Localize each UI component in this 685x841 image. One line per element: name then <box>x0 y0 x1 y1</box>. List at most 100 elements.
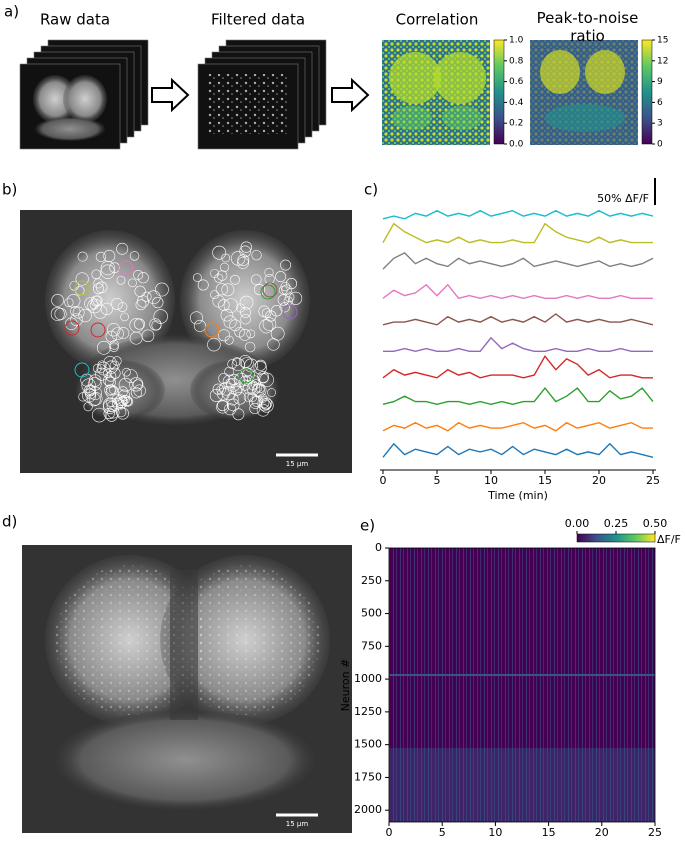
roi-outline <box>80 373 94 387</box>
roi-outline <box>289 291 303 305</box>
x-tick-label: 5 <box>434 474 441 487</box>
trace <box>383 336 653 353</box>
roi-outline <box>267 388 276 397</box>
roi-outline <box>275 271 287 283</box>
trace <box>382 283 653 300</box>
roi-outline <box>105 370 117 382</box>
roi-outline <box>107 323 121 337</box>
roi-outline <box>224 366 235 377</box>
roi-outline <box>122 367 131 377</box>
roi-outline <box>253 284 265 296</box>
roi-outline <box>141 329 155 343</box>
roi-outline <box>227 359 238 369</box>
roi-outline <box>78 392 88 402</box>
roi-outline <box>81 378 96 393</box>
roi-outline <box>216 270 228 281</box>
lobe <box>63 75 107 123</box>
roi-outline <box>249 396 262 409</box>
y-axis-label: Neuron # <box>339 659 352 712</box>
roi-outline <box>216 385 226 395</box>
roi-outline <box>133 384 146 397</box>
roi-outline <box>262 317 277 331</box>
roi-outline <box>221 253 231 263</box>
roi-outline <box>267 338 280 351</box>
colorbar-tick-label: 0.25 <box>604 517 629 530</box>
panel-title: Correlation <box>396 11 479 29</box>
roi-outline <box>100 264 115 279</box>
roi-outline <box>210 268 220 278</box>
roi-outline <box>250 274 262 285</box>
roi-outline <box>88 377 102 391</box>
roi-outline <box>234 326 245 338</box>
roi-outline <box>259 398 274 413</box>
x-tick-label: 15 <box>542 826 556 839</box>
trace <box>382 313 654 326</box>
roi-outline <box>240 307 251 318</box>
roi-outline <box>103 356 117 370</box>
scale-bar-label: 15 µm <box>286 820 309 828</box>
panel-title: Peak-to-noise ratio <box>536 9 639 45</box>
roi-outline <box>232 408 245 421</box>
trace <box>382 209 654 220</box>
roi-outline <box>259 319 274 334</box>
roi-outline <box>281 284 292 296</box>
roi-outline <box>239 329 251 341</box>
roi-outline <box>243 374 254 385</box>
colorbar-tick-label: 0 <box>657 140 663 150</box>
roi-outline <box>256 403 270 417</box>
roi-outline <box>75 272 89 286</box>
roi-outline <box>92 295 103 306</box>
heatmap-band <box>389 674 655 676</box>
roi-outline <box>240 313 251 325</box>
x-tick-label: 25 <box>648 826 662 839</box>
colorbar-tick-label: 6 <box>657 98 663 108</box>
roi-outline <box>112 356 122 366</box>
roi-outline <box>234 372 248 387</box>
roi-outline <box>100 302 113 316</box>
roi-outline <box>87 392 101 407</box>
colorbar <box>641 39 653 145</box>
roi-outline <box>244 341 256 353</box>
roi-outline <box>217 329 230 342</box>
roi-outline <box>240 241 252 253</box>
roi-outline <box>88 386 102 400</box>
roi-outline <box>51 294 64 307</box>
colorbar-tick-label: 0.2 <box>509 119 523 129</box>
x-tick-label: 5 <box>439 826 446 839</box>
roi-outline <box>252 383 263 393</box>
roi-outline <box>77 251 88 262</box>
roi-outline <box>97 360 107 370</box>
roi-outline <box>109 367 121 379</box>
roi-outline <box>105 397 116 407</box>
colorbar-tick-label: 0.8 <box>509 56 524 66</box>
y-tick-label: 1500 <box>354 738 382 751</box>
roi-outline <box>193 319 206 332</box>
roi-outline <box>96 340 111 355</box>
roi-outline <box>84 297 98 311</box>
roi-outline <box>224 335 234 345</box>
roi-outline <box>112 397 124 410</box>
pnr-image <box>530 40 638 145</box>
roi-outline <box>105 384 117 395</box>
roi-outline <box>221 283 235 297</box>
roi-outline <box>193 273 202 282</box>
x-tick-label: 15 <box>538 474 552 487</box>
roi-outline <box>90 322 106 338</box>
x-tick-label: 0 <box>386 826 393 839</box>
heatmap-texture <box>389 748 655 822</box>
roi-outline <box>123 397 133 406</box>
colorbar-tick-label: 0.4 <box>509 98 524 108</box>
roi-outline <box>204 322 220 338</box>
roi-outline <box>239 295 254 310</box>
roi-outline <box>280 259 292 271</box>
y-tick-label: 2000 <box>354 803 382 816</box>
colorbar-tick-label: 15 <box>657 36 668 46</box>
roi-outline <box>251 250 262 261</box>
roi-outline <box>50 307 65 321</box>
roi-outline <box>237 256 249 269</box>
image-stacks <box>19 39 327 150</box>
colorbar-tick-label: 0.50 <box>643 517 668 530</box>
roi-outline <box>207 337 221 352</box>
roi-outline <box>118 260 134 276</box>
